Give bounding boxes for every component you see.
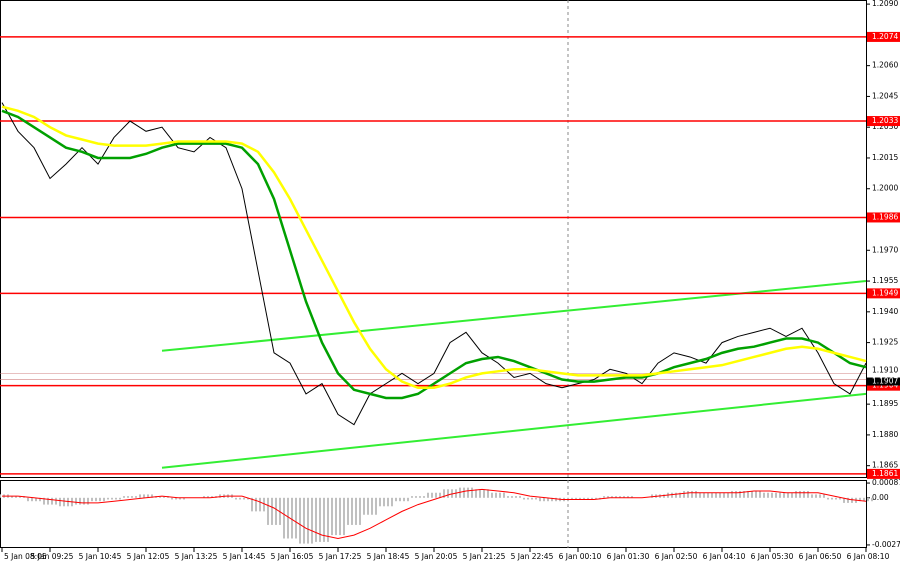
price-marker-box [867,366,900,375]
price-marker-box [867,377,900,386]
x-tick-label: 5 Jan 14:45 [223,552,266,561]
y-tick-label: 1.1895 [872,399,898,408]
price-series [1,109,867,400]
level-label: 1.1861 [872,469,898,478]
x-tick-label: 6 Jan 00:10 [559,552,602,561]
y-tick-label: 1.2045 [872,91,898,100]
main-frame [0,0,867,478]
x-tick-label: 6 Jan 08:10 [847,552,890,561]
level-label: 1.2074 [872,32,898,41]
x-tick-label: 5 Jan 12:05 [127,552,170,561]
y-tick-label: 1.2030 [872,122,898,131]
level-label-box [867,468,900,479]
x-tick-label: 6 Jan 01:30 [607,552,650,561]
y-tick-label: 1.1925 [872,338,898,347]
y-tick-label: 1.1940 [872,307,898,316]
level-label-box [867,31,900,42]
x-tick-label: 6 Jan 04:10 [703,552,746,561]
y-tick-label: 1.2000 [872,184,898,193]
x-tick-label: 5 Jan 22:45 [511,552,554,561]
y-tick-label: 1.1955 [872,276,898,285]
level-label: 1.1986 [872,212,898,221]
level-label-box [867,212,900,223]
macd-frame [0,480,867,548]
price-marker-label: 1.1910 [872,365,898,374]
y-tick-label: 1.1880 [872,430,898,439]
price-marker-label: 1.1907 [872,377,898,386]
x-tick-label: 5 Jan 09:25 [31,552,74,561]
x-tick-label: 5 Jan 17:25 [319,552,362,561]
x-tick-label: 6 Jan 06:50 [799,552,842,561]
x-tick-label: 5 Jan 20:05 [415,552,458,561]
y-tick-label: 0.00 [872,493,889,502]
level-label-box [867,288,900,299]
channel-line [161,392,867,469]
y-tick-label: 0.00087 [872,478,900,487]
level-label: 1.1949 [872,288,898,297]
x-tick-label: 5 Jan 10:45 [79,552,122,561]
x-tick-label: 5 Jan 16:05 [271,552,314,561]
y-tick-label: 1.2090 [872,0,898,8]
x-tick-label: 5 Jan 21:25 [463,552,506,561]
level-label-box [867,116,900,127]
y-tick-label: 1.1970 [872,245,898,254]
x-tick-label: 6 Jan 05:30 [751,552,794,561]
level-label: 1.2033 [872,116,898,125]
level-label-box [867,380,900,391]
x-tick-label: 5 Jan 13:25 [175,552,218,561]
y-tick-label: 1.2015 [872,153,898,162]
y-tick-label: 1.1865 [872,461,898,470]
x-tick-label: 5 Jan 08:05 [4,552,47,561]
x-tick-label: 6 Jan 02:50 [655,552,698,561]
price-series [1,105,867,389]
price-series [1,102,867,426]
signal-line [2,488,867,540]
y-tick-label: -0.00278 [872,540,900,549]
x-tick-label: 5 Jan 18:45 [367,552,410,561]
y-tick-label: 1.2060 [872,61,898,70]
